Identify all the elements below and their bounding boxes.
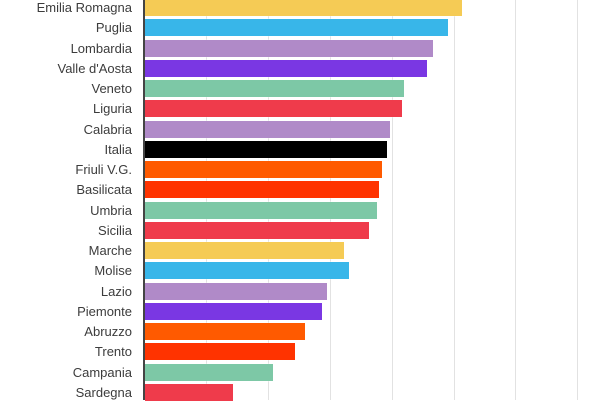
category-label: Lazio <box>100 283 132 299</box>
bar <box>145 161 382 178</box>
category-label: Basilicata <box>76 182 132 198</box>
bar <box>145 323 305 340</box>
bar-row: Italia <box>0 140 600 158</box>
bar <box>145 302 322 320</box>
bar <box>145 242 344 259</box>
gridline <box>268 0 269 400</box>
bar <box>145 59 427 77</box>
bar-row: Emilia Romagna <box>0 0 600 16</box>
bar-row: Sicilia <box>0 221 600 239</box>
gridline <box>454 0 455 400</box>
bar-row: Calabria <box>0 120 600 138</box>
category-label: Puglia <box>95 20 132 36</box>
bar <box>145 140 387 158</box>
bar-row: Marche <box>0 242 600 259</box>
category-label: Lombardia <box>70 40 132 56</box>
category-label: Italia <box>104 141 132 157</box>
bar <box>145 282 327 300</box>
bar <box>145 262 349 280</box>
category-label: Calabria <box>83 121 132 137</box>
bar-row: Piemonte <box>0 302 600 320</box>
bar-row: Lombardia <box>0 39 600 57</box>
category-label: Molise <box>94 263 132 279</box>
bar <box>145 19 448 37</box>
gridline <box>206 0 207 400</box>
category-label: Marche <box>88 243 132 258</box>
category-label: Abruzzo <box>84 324 132 339</box>
category-label: Trento <box>94 344 132 360</box>
gridline <box>577 0 578 400</box>
bar-row: Friuli V.G. <box>0 161 600 178</box>
category-label: Liguria <box>92 101 132 117</box>
category-label: Piemonte <box>77 303 132 319</box>
bar-row: Molise <box>0 262 600 280</box>
bar-row: Liguria <box>0 100 600 118</box>
category-label: Campania <box>72 364 132 380</box>
bar-row: Campania <box>0 363 600 381</box>
category-label: Sicilia <box>98 222 132 238</box>
bar <box>145 0 462 16</box>
bar <box>145 120 390 138</box>
bar <box>145 343 295 361</box>
bar-row: Valle d'Aosta <box>0 59 600 77</box>
gridline <box>330 0 331 400</box>
category-label: Sardegna <box>75 384 132 400</box>
bar-row: Umbria <box>0 201 600 219</box>
category-label: Friuli V.G. <box>75 162 132 177</box>
category-label: Emilia Romagna <box>36 0 132 15</box>
bar <box>145 39 433 57</box>
bar <box>145 181 379 199</box>
bar <box>145 100 402 118</box>
y-axis-line <box>143 0 145 400</box>
gridline <box>392 0 393 400</box>
bar-row: Lazio <box>0 282 600 300</box>
category-label: Umbria <box>90 202 132 218</box>
bar-row: Sardegna <box>0 383 600 401</box>
bar-row: Abruzzo <box>0 323 600 340</box>
category-label: Valle d'Aosta <box>57 60 132 76</box>
bar <box>145 383 233 401</box>
bar <box>145 80 404 97</box>
category-label: Veneto <box>91 81 133 96</box>
bar-row: Puglia <box>0 19 600 37</box>
bar <box>145 201 377 219</box>
bar-row: Trento <box>0 343 600 361</box>
bar-row: Basilicata <box>0 181 600 199</box>
bar-row: Veneto <box>0 80 600 97</box>
bar <box>145 221 369 239</box>
bar <box>145 363 273 381</box>
gridline <box>515 0 516 400</box>
